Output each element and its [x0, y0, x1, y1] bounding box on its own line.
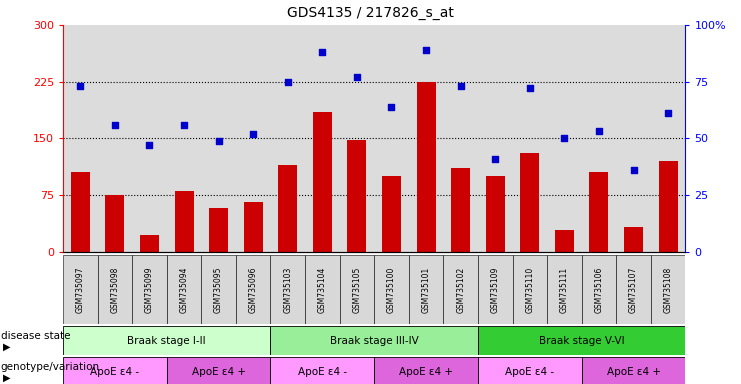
Bar [202, 255, 236, 324]
Text: GSM735108: GSM735108 [664, 267, 673, 313]
Point [455, 83, 467, 89]
Text: disease state: disease state [1, 331, 70, 341]
Text: GSM735103: GSM735103 [283, 266, 292, 313]
Bar [589, 172, 608, 252]
Text: GSM735098: GSM735098 [110, 266, 119, 313]
Bar [478, 255, 513, 324]
Bar [624, 227, 643, 252]
Bar [382, 176, 401, 252]
Point [524, 85, 536, 91]
Bar [555, 230, 574, 252]
Text: Braak stage III-IV: Braak stage III-IV [330, 336, 419, 346]
Bar [270, 255, 305, 324]
Bar [305, 255, 339, 324]
Bar [409, 255, 443, 324]
Bar [443, 255, 478, 324]
Bar [313, 112, 332, 252]
Text: GSM735106: GSM735106 [594, 266, 603, 313]
Bar [520, 153, 539, 252]
Point [559, 135, 571, 141]
Bar [140, 235, 159, 252]
Bar [167, 255, 202, 324]
Bar [105, 195, 124, 252]
Point [109, 122, 121, 128]
Bar [132, 255, 167, 324]
Text: GSM735111: GSM735111 [560, 267, 569, 313]
Text: GSM735095: GSM735095 [214, 266, 223, 313]
Point [420, 47, 432, 53]
Bar [278, 165, 297, 252]
Text: Braak stage I-II: Braak stage I-II [127, 336, 206, 346]
Text: GSM735104: GSM735104 [318, 266, 327, 313]
Bar [451, 169, 470, 252]
Text: ▶: ▶ [3, 341, 10, 352]
Point [385, 103, 397, 109]
Point [316, 49, 328, 55]
Text: Braak stage V-VI: Braak stage V-VI [539, 336, 625, 346]
Bar [659, 161, 677, 252]
Bar [167, 357, 270, 384]
Bar [270, 326, 478, 355]
Point [489, 156, 501, 162]
Bar [478, 357, 582, 384]
Bar [209, 208, 228, 252]
Bar [485, 176, 505, 252]
Bar [244, 202, 262, 252]
Point [628, 167, 639, 173]
Bar [348, 140, 366, 252]
Text: GSM735094: GSM735094 [179, 266, 188, 313]
Text: genotype/variation: genotype/variation [1, 362, 100, 372]
Bar [547, 255, 582, 324]
Bar [374, 255, 409, 324]
Text: GDS4135 / 217826_s_at: GDS4135 / 217826_s_at [287, 6, 454, 20]
Bar [174, 191, 193, 252]
Text: GSM735100: GSM735100 [387, 266, 396, 313]
Bar [582, 357, 685, 384]
Text: GSM735096: GSM735096 [249, 266, 258, 313]
Bar [582, 255, 617, 324]
Text: GSM735105: GSM735105 [353, 266, 362, 313]
Bar [416, 82, 436, 252]
Text: GSM735102: GSM735102 [456, 267, 465, 313]
Text: ApoE ε4 +: ApoE ε4 + [399, 366, 453, 377]
Point [213, 137, 225, 144]
Bar [513, 255, 547, 324]
Text: GSM735109: GSM735109 [491, 266, 499, 313]
Text: GSM735110: GSM735110 [525, 267, 534, 313]
Point [178, 122, 190, 128]
Text: ▶: ▶ [3, 372, 10, 382]
Text: ApoE ε4 +: ApoE ε4 + [607, 366, 660, 377]
Bar [236, 255, 270, 324]
Bar [63, 357, 167, 384]
Point [662, 110, 674, 116]
Point [247, 131, 259, 137]
Bar [270, 357, 374, 384]
Point [593, 128, 605, 134]
Bar [63, 255, 98, 324]
Bar [63, 326, 270, 355]
Text: ApoE ε4 -: ApoE ε4 - [505, 366, 554, 377]
Bar [651, 255, 685, 324]
Text: GSM735097: GSM735097 [76, 266, 84, 313]
Text: ApoE ε4 -: ApoE ε4 - [90, 366, 139, 377]
Point [282, 79, 293, 85]
Text: GSM735101: GSM735101 [422, 267, 431, 313]
Text: ApoE ε4 -: ApoE ε4 - [298, 366, 347, 377]
Bar [374, 357, 478, 384]
Text: GSM735107: GSM735107 [629, 266, 638, 313]
Bar [617, 255, 651, 324]
Point [74, 83, 86, 89]
Point [144, 142, 156, 148]
Bar [71, 172, 90, 252]
Text: GSM735099: GSM735099 [145, 266, 154, 313]
Bar [478, 326, 685, 355]
Point [351, 74, 363, 80]
Text: ApoE ε4 +: ApoE ε4 + [192, 366, 245, 377]
Bar [339, 255, 374, 324]
Bar [98, 255, 132, 324]
